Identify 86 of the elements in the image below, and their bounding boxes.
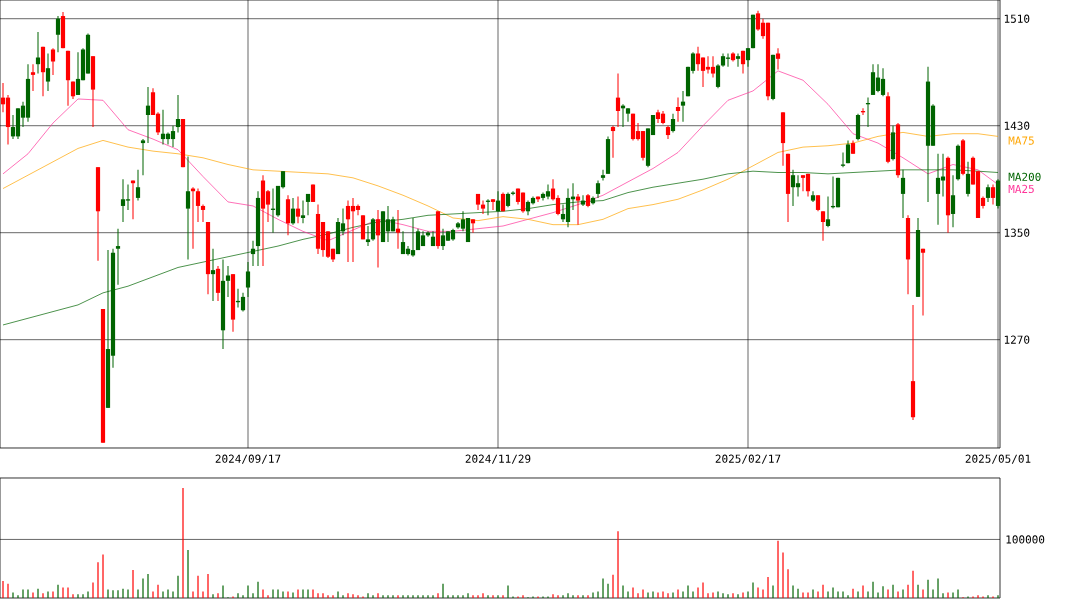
candlestick xyxy=(370,217,376,242)
y-tick-label: 1270 xyxy=(1004,335,1030,344)
candlestick xyxy=(870,63,876,96)
candlestick xyxy=(375,209,381,268)
candlestick xyxy=(700,57,706,88)
y-tick-label: 1430 xyxy=(1004,121,1030,130)
candlestick xyxy=(615,73,621,128)
series-label: MA200 xyxy=(1008,172,1041,182)
candlestick xyxy=(655,109,661,124)
candlestick xyxy=(990,184,996,206)
candlestick xyxy=(250,240,256,267)
candlestick xyxy=(45,52,51,92)
candlestick xyxy=(210,248,216,302)
candlestick xyxy=(175,94,181,133)
candlestick xyxy=(480,200,486,215)
y-tick-label: 1350 xyxy=(1004,228,1030,237)
candlestick xyxy=(695,46,701,72)
candlestick xyxy=(490,198,496,211)
candlestick xyxy=(575,193,581,226)
candlestick xyxy=(195,188,201,223)
candlestick xyxy=(160,109,166,145)
candlestick xyxy=(240,292,246,313)
candlestick xyxy=(545,184,551,200)
candlestick xyxy=(350,197,356,263)
candlestick xyxy=(295,196,301,224)
candlestick xyxy=(825,196,831,228)
candlestick xyxy=(470,218,476,234)
candlestick xyxy=(795,174,801,198)
x-tick-label: 2024/11/29 xyxy=(465,454,531,464)
candlestick xyxy=(710,55,716,79)
candlestick xyxy=(200,204,206,223)
candlestick xyxy=(30,63,36,92)
candlestick xyxy=(300,200,306,224)
candlestick xyxy=(145,86,151,144)
candlestick xyxy=(225,265,231,298)
candlestick xyxy=(165,131,171,145)
x-tick-label: 2024/09/17 xyxy=(215,454,281,464)
candlestick xyxy=(675,97,681,123)
candlestick xyxy=(580,194,586,207)
candlestick xyxy=(55,15,61,53)
text: 100000 xyxy=(1006,535,1045,544)
candlestick xyxy=(880,67,886,97)
candlestick xyxy=(185,155,191,260)
candlestick xyxy=(810,190,816,203)
candlestick xyxy=(120,178,126,223)
candlestick xyxy=(705,55,711,75)
candlestick xyxy=(35,31,41,75)
candlestick xyxy=(610,125,616,159)
candlestick xyxy=(775,47,781,71)
candlestick xyxy=(245,261,251,298)
candlestick xyxy=(410,217,416,258)
candlestick xyxy=(115,228,121,286)
candlestick xyxy=(735,52,741,68)
candlestick xyxy=(820,210,826,242)
candlestick xyxy=(725,52,731,68)
candlestick xyxy=(600,169,606,182)
candlestick xyxy=(125,184,131,211)
candlestick xyxy=(625,107,631,123)
candlestick xyxy=(755,10,761,32)
candlestick xyxy=(875,63,881,93)
candlestick xyxy=(715,63,721,89)
candlestick xyxy=(680,90,686,123)
candlestick xyxy=(345,200,351,263)
candlestick xyxy=(170,125,176,148)
candlestick xyxy=(140,138,146,176)
candlestick xyxy=(50,47,56,76)
candlestick xyxy=(920,248,926,317)
candlestick xyxy=(670,113,676,133)
y-tick-label: 1510 xyxy=(1004,14,1030,23)
candlestick xyxy=(385,205,391,243)
series-label: MA75 xyxy=(1008,136,1034,145)
x-tick-label: 2025/02/17 xyxy=(715,454,781,464)
candlestick xyxy=(75,51,81,96)
candlestick xyxy=(800,174,806,192)
candlestick xyxy=(290,197,296,226)
candlestick xyxy=(395,209,401,250)
candlestick xyxy=(840,151,846,168)
candlestick xyxy=(745,47,751,68)
x-tick-label: 2025/05/01 xyxy=(965,454,1031,464)
candlestick xyxy=(365,225,371,247)
candlestick xyxy=(950,174,956,228)
candlestick xyxy=(440,228,446,251)
candlestick xyxy=(135,169,141,202)
series-label: MA25 xyxy=(1008,184,1034,194)
candlestick xyxy=(540,192,546,202)
candlestick xyxy=(355,204,361,216)
